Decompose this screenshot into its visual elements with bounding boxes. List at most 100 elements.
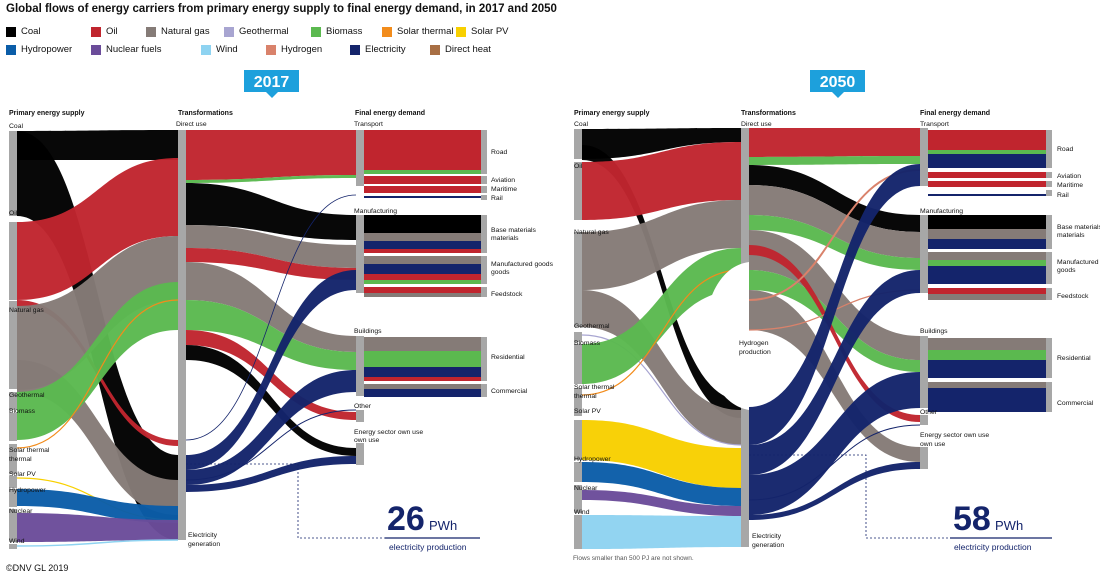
legend-label: Nuclear fuels — [106, 44, 162, 55]
demand-label-wrap: own use — [920, 441, 946, 448]
flow-residential — [364, 367, 481, 377]
subsector-bar — [1046, 181, 1052, 187]
legend-label: Biomass — [326, 26, 363, 37]
electricity-unit: PWh — [429, 518, 457, 533]
demand-bar-other — [920, 415, 928, 425]
demand-label: Manufacturing — [354, 208, 397, 215]
year-label: 2017 — [254, 74, 290, 91]
demand-label: Other — [920, 409, 938, 416]
supply-label: Hydropower — [9, 487, 46, 494]
legend-swatch — [382, 27, 392, 37]
supply-label: Biomass — [574, 340, 601, 347]
flow-residential — [364, 351, 481, 367]
flow-oil-direct — [582, 142, 741, 220]
supply-label: Wind — [574, 509, 590, 516]
legend-label: Wind — [216, 44, 238, 55]
flow-road — [364, 130, 481, 170]
supply-label: Geothermal — [9, 392, 45, 399]
demand-bar-energy-own-use — [356, 443, 364, 465]
footnote: Flows smaller than 500 PJ are not shown. — [573, 555, 694, 562]
transform-bar-electricity — [741, 407, 749, 547]
subsector-label: Aviation — [491, 177, 515, 184]
supply-label: Nuclear — [9, 508, 33, 515]
transform-bar-electricity — [178, 440, 186, 540]
column-header-demand: Final energy demand — [355, 110, 425, 117]
legend-swatch — [311, 27, 321, 37]
supply-bar — [574, 485, 582, 513]
flow-residential — [364, 377, 481, 381]
flow-elec-rail — [185, 194, 357, 441]
demand-bar-other — [356, 410, 364, 422]
flow-elec-buildings — [749, 372, 920, 515]
flow-coal-own-use — [186, 345, 356, 456]
year-badge-pointer — [266, 92, 278, 98]
flow-gas-direct — [582, 200, 741, 290]
supply-bar — [9, 509, 17, 542]
legend-swatch — [266, 45, 276, 55]
flow-gas-electricity — [582, 290, 741, 445]
demand-label: Transport — [920, 121, 949, 128]
demand-label: Energy sector own use — [354, 429, 423, 436]
flow-base-materials — [364, 233, 481, 241]
subsector-label-wrap: goods — [1057, 267, 1076, 274]
flow-residential — [928, 338, 1046, 350]
supply-bar — [9, 476, 17, 488]
demand-label: Other — [354, 403, 372, 410]
flow-elec-manufacturing — [749, 270, 920, 475]
flow-elec-own-use — [749, 462, 920, 520]
flow-oil-transport — [186, 130, 356, 180]
subsector-label: Manufactured goods — [1057, 259, 1100, 266]
flow-coal-manufacturing — [749, 165, 920, 232]
supply-bar — [574, 420, 582, 460]
flow-residential — [928, 350, 1046, 360]
flow-elec-other — [185, 409, 357, 481]
flow-base-materials — [364, 215, 481, 233]
demand-label: Energy sector own use — [920, 432, 989, 439]
flow-aviation — [364, 176, 481, 184]
demand-label: Transport — [354, 121, 383, 128]
subsector-label: Road — [1057, 146, 1073, 153]
subsector-label: Feedstock — [491, 291, 523, 298]
supply-bar — [574, 162, 582, 220]
supply-label: Coal — [574, 121, 588, 128]
supply-label: Natural gas — [9, 307, 44, 314]
supply-label: Oil — [9, 210, 18, 217]
legend-label: Geothermal — [239, 26, 289, 37]
transform-label: Electricity — [752, 533, 782, 540]
subsector-label: Commercial — [491, 388, 528, 395]
subsector-bar — [1046, 190, 1052, 196]
supply-bar — [574, 515, 582, 549]
year-label: 2050 — [820, 74, 856, 91]
transform-label: generation — [752, 542, 784, 549]
subsector-label-wrap: materials — [491, 235, 519, 242]
transform-label: Electricity — [188, 532, 218, 539]
flow-base-materials — [928, 215, 1046, 229]
subsector-bar — [481, 337, 487, 381]
flow-manufactured-goods — [928, 260, 1046, 266]
column-header-transformations: Transformations — [741, 110, 796, 117]
flow-commercial — [928, 388, 1046, 412]
subsector-bar — [481, 256, 487, 284]
flow-elec-transport — [749, 164, 920, 445]
supply-bar — [9, 392, 17, 410]
year-badge — [244, 70, 299, 92]
legend-label: Natural gas — [161, 26, 210, 37]
flow-base-materials — [364, 249, 481, 253]
flow-hydropower — [582, 462, 741, 506]
demand-bar-manufacturing — [356, 215, 364, 293]
subsector-bar — [481, 287, 487, 297]
flow-feedstock — [364, 287, 481, 293]
supply-label: Oil — [574, 163, 583, 170]
subsector-label: Manufactured goods — [491, 261, 554, 268]
flow-nuclear — [582, 490, 741, 516]
subsector-bar — [1046, 288, 1052, 300]
year-badge-pointer — [832, 92, 844, 98]
flow-road — [928, 154, 1046, 168]
flow-biofuel-transport — [749, 156, 920, 165]
flow-residential — [928, 360, 1046, 378]
flow-gas-direct — [17, 236, 178, 390]
legend-swatch — [146, 27, 156, 37]
flow-oil-other — [749, 245, 920, 422]
subsector-bar — [1046, 130, 1052, 168]
hydrogen-node — [704, 262, 749, 410]
